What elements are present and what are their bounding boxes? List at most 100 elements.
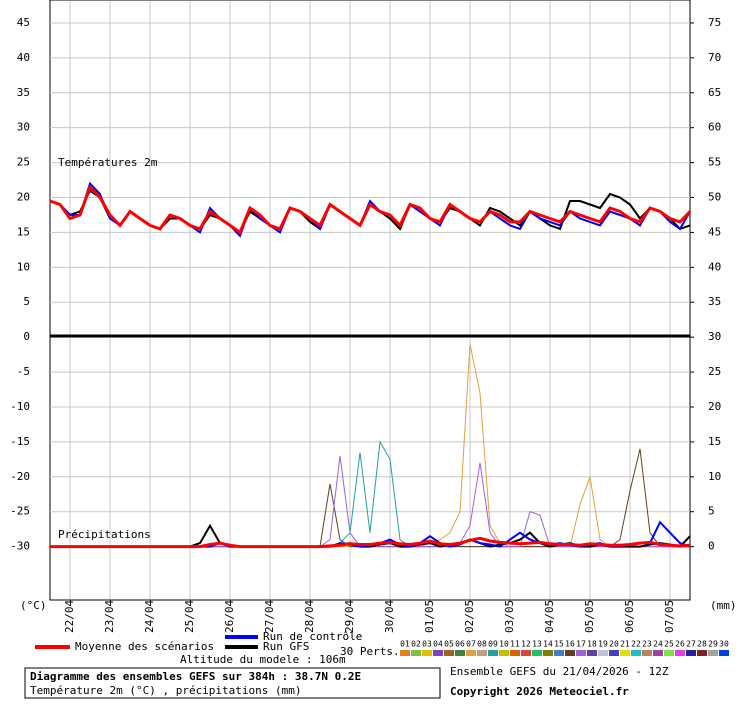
legend-swatch (631, 650, 641, 656)
legend-swatch (609, 650, 619, 656)
y-tick-label: 35 (17, 86, 30, 99)
y2-tick-label: 25 (708, 365, 721, 378)
legend-label: 12 (521, 640, 531, 649)
y2-tick-label: 20 (708, 400, 721, 413)
y-tick-label: 30 (17, 121, 30, 134)
x-tick-label: 22/04 (63, 600, 76, 633)
x-tick-label: 06/05 (623, 600, 636, 633)
legend-label: 29 (708, 640, 718, 649)
legend-swatch (697, 650, 707, 656)
copyright: Copyright 2026 Meteociel.fr (450, 685, 629, 698)
y2-tick-label: 35 (708, 295, 721, 308)
legend-label: 22 (631, 640, 641, 649)
y-tick-label: -5 (17, 365, 30, 378)
x-tick-label: 29/04 (343, 600, 356, 633)
x-tick-label: 04/05 (543, 600, 556, 633)
legend-label: 17 (576, 640, 586, 649)
x-tick-label: 07/05 (663, 600, 676, 633)
legend-label: 06 (455, 640, 465, 649)
y-tick-label: 10 (17, 260, 30, 273)
legend-swatch (664, 650, 674, 656)
legend-swatch (543, 650, 553, 656)
x-tick-label: 23/04 (103, 600, 116, 633)
series-line (50, 536, 691, 549)
plot-frame (49, 0, 691, 601)
legend-swatch (587, 650, 597, 656)
legend-label: 26 (675, 640, 685, 649)
y-unit: (°C) (20, 599, 47, 612)
y2-tick-label: 40 (708, 260, 721, 273)
grid (50, 2, 690, 599)
x-tick-label: 27/04 (263, 600, 276, 633)
x-tick-label: 25/04 (183, 600, 196, 633)
x-tick-label: 02/05 (463, 600, 476, 633)
legend-label: 24 (653, 640, 663, 649)
legend-swatch (488, 650, 498, 656)
y2-tick-label: 50 (708, 191, 721, 204)
legend-label: 15 (554, 640, 564, 649)
legend-swatch (499, 650, 509, 656)
y-tick-label: 0 (23, 330, 30, 343)
legend-swatch (466, 650, 476, 656)
legend-swatch (532, 650, 542, 656)
title-box (24, 667, 441, 699)
legend-label: 28 (697, 640, 707, 649)
legend-swatch (708, 650, 718, 656)
legend-swatch (411, 650, 421, 656)
legend-swatch (477, 650, 487, 656)
run-info: Ensemble GEFS du 21/04/2026 - 12Z (450, 665, 669, 678)
legend-label: 30 (719, 640, 729, 649)
legend-label: Moyenne des scénarios (75, 640, 214, 653)
legend-swatch (510, 650, 520, 656)
legend-swatch (576, 650, 586, 656)
legend-swatch (444, 650, 454, 656)
legend-label: 03 (422, 640, 432, 649)
y-tick-label: -30 (10, 540, 30, 553)
y-tick-label: -10 (10, 400, 30, 413)
legend-swatch (565, 650, 575, 656)
y-tick-label: 20 (17, 191, 30, 204)
legend-swatch (433, 650, 443, 656)
legend-label: 13 (532, 640, 542, 649)
y2-tick-label: 70 (708, 51, 721, 64)
legend-label: 20 (609, 640, 619, 649)
legend-label: 08 (477, 640, 487, 649)
legend-label: 18 (587, 640, 597, 649)
legend-swatch (521, 650, 531, 656)
legend-label: 09 (488, 640, 498, 649)
panel-label: Températures 2m (58, 156, 158, 169)
marks (49, 181, 692, 549)
legend-label: 05 (444, 640, 454, 649)
series-line (49, 184, 692, 235)
y-tick-label: 25 (17, 156, 30, 169)
x-tick-label: 26/04 (223, 600, 236, 633)
y2-tick-label: 45 (708, 225, 721, 238)
x-tick-label: 30/04 (383, 600, 396, 633)
y2-tick-label: 65 (708, 86, 721, 99)
legend-label: 21 (620, 640, 630, 649)
y-tick-label: -25 (10, 505, 30, 518)
y-tick-label: 40 (17, 51, 30, 64)
legend-swatch (642, 650, 652, 656)
altitude: Altitude du modele : 106m (180, 653, 346, 666)
y2-tick-label: 60 (708, 121, 721, 134)
legend: Moyenne des scénarios Run de contrôleRun … (35, 630, 729, 658)
y-tick-label: 5 (23, 295, 30, 308)
legend-label: 16 (565, 640, 575, 649)
legend-swatch (653, 650, 663, 656)
x-tick-label: 28/04 (303, 600, 316, 633)
y-tick-label: -15 (10, 435, 30, 448)
title: Diagramme des ensembles GEFS sur 384h : … (30, 670, 361, 683)
legend-label: 27 (686, 640, 696, 649)
legend-label: Run GFS (263, 640, 309, 653)
x-tick-label: 01/05 (423, 600, 436, 633)
y-tick-label: -20 (10, 470, 30, 483)
legend-label: 11 (510, 640, 520, 649)
legend-swatch (400, 650, 410, 656)
legend-label: 04 (433, 640, 443, 649)
y2-unit: (mm) (710, 599, 737, 612)
y2-tick-label: 5 (708, 505, 715, 518)
x-tick-label: 05/05 (583, 600, 596, 633)
